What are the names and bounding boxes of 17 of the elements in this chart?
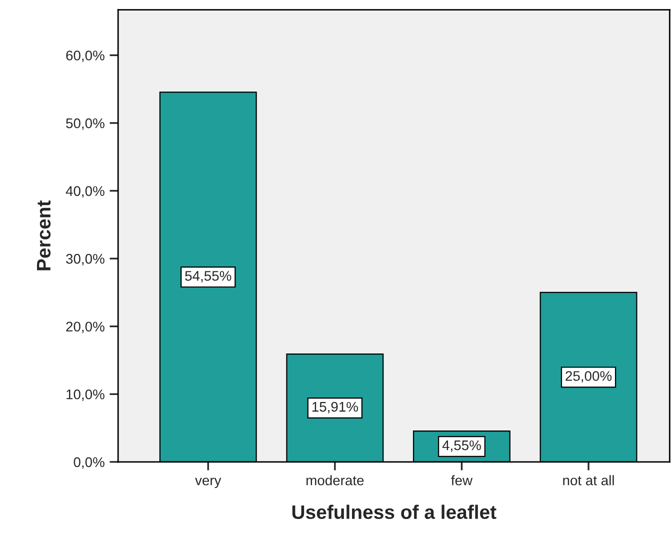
y-tick-label: 0,0%: [74, 457, 104, 469]
x-tick-label: very: [195, 478, 222, 488]
data-label: 25,00%: [566, 371, 612, 383]
data-label: 54,55%: [185, 271, 232, 282]
x-tick-label: not at all: [563, 475, 614, 486]
y-tick-label: 60,0%: [66, 50, 104, 62]
data-label: 4,55%: [442, 440, 481, 452]
y-tick-label: 40,0%: [66, 186, 104, 198]
x-tick-label: moderate: [306, 475, 364, 486]
y-tick-label: 20,0%: [66, 322, 104, 334]
y-tick-label: 30,0%: [66, 254, 104, 266]
y-tick-label: 50,0%: [66, 118, 104, 130]
y-axis-title: Percent: [37, 200, 51, 270]
x-tick-label: few: [451, 475, 473, 486]
y-tick-label: 10,0%: [66, 389, 104, 401]
x-axis-title: Usefulness of a leaflet: [292, 504, 496, 520]
data-label: 15,91%: [312, 402, 358, 414]
